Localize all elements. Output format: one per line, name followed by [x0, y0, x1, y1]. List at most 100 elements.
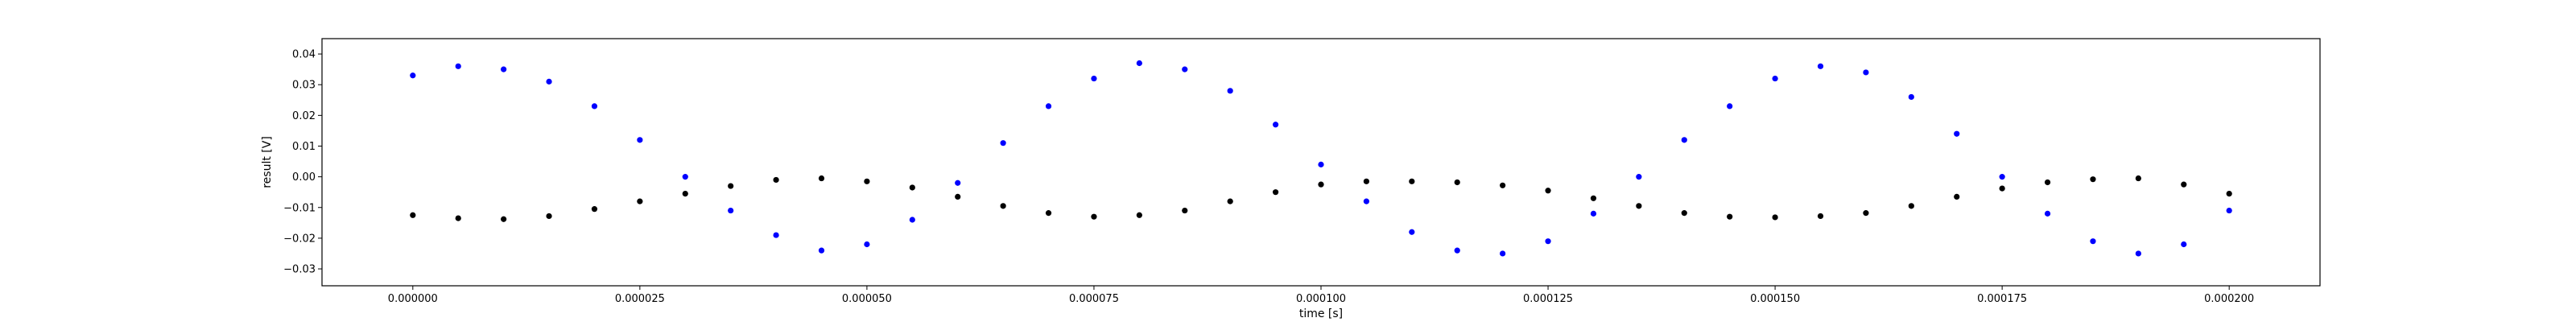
- data-point: [2044, 210, 2051, 217]
- data-point: [1908, 203, 1914, 209]
- data-point: [1500, 250, 1506, 257]
- data-point: [591, 103, 598, 109]
- series-1: [410, 60, 2232, 257]
- data-point: [1590, 195, 1597, 201]
- data-point: [1045, 103, 1052, 109]
- data-point: [818, 247, 825, 254]
- data-point: [1863, 69, 1869, 76]
- data-point: [1545, 238, 1551, 245]
- data-point: [909, 217, 915, 223]
- series-2: [410, 175, 2232, 222]
- x-tick-label: 0.000200: [2204, 293, 2254, 305]
- data-point: [1999, 174, 2005, 180]
- data-point: [1318, 181, 1324, 188]
- data-point: [773, 176, 779, 184]
- y-tick-label: 0.03: [292, 80, 316, 92]
- data-point: [2226, 207, 2232, 214]
- data-point: [773, 232, 779, 238]
- data-point: [1727, 103, 1733, 109]
- x-tick-label: 0.000000: [388, 293, 438, 305]
- data-point: [637, 137, 643, 143]
- data-point: [1000, 203, 1006, 209]
- data-point: [591, 206, 598, 213]
- data-point: [1136, 212, 1142, 218]
- x-tick-label: 0.000075: [1069, 293, 1119, 305]
- data-point: [1091, 75, 1097, 82]
- y-tick-label: 0.04: [292, 49, 316, 61]
- data-point: [818, 175, 825, 182]
- data-point: [1318, 161, 1324, 167]
- data-point: [1863, 210, 1869, 217]
- x-tick-label: 0.000175: [1977, 293, 2027, 305]
- x-axis: 0.000000 0.000025 0.000050 0.000075 0.000100…: [388, 286, 2254, 305]
- data-point: [1636, 203, 1642, 209]
- y-tick-label: 0.01: [292, 141, 316, 153]
- data-point: [1454, 247, 1460, 254]
- data-point: [1590, 210, 1597, 217]
- data-point: [1182, 207, 1188, 214]
- data-point: [455, 215, 461, 221]
- data-point: [1045, 210, 1052, 217]
- data-point: [546, 78, 552, 85]
- data-point: [955, 193, 961, 200]
- data-point: [410, 72, 416, 79]
- data-point: [1817, 213, 1824, 220]
- data-point: [909, 184, 915, 191]
- data-point: [2090, 238, 2096, 245]
- x-tick-label: 0.000150: [1750, 293, 1800, 305]
- x-tick-label: 0.000050: [842, 293, 892, 305]
- data-point: [1454, 179, 1460, 186]
- y-axis-label: result [V]: [261, 136, 274, 188]
- data-point: [1363, 198, 1370, 204]
- data-point: [1772, 214, 1778, 221]
- x-axis-label: time [s]: [1299, 308, 1343, 320]
- data-point: [1000, 140, 1006, 147]
- x-tick-label: 0.000025: [615, 293, 665, 305]
- data-point: [1409, 229, 1415, 235]
- data-point: [2135, 175, 2141, 182]
- data-point: [1500, 182, 1506, 188]
- plot-area: [321, 38, 2321, 287]
- data-point: [2181, 241, 2187, 248]
- data-point: [728, 183, 734, 189]
- data-point: [2181, 181, 2187, 188]
- series-layer: [410, 60, 2232, 257]
- y-tick-label: −0.03: [283, 264, 316, 276]
- data-point: [637, 198, 643, 204]
- data-point: [864, 241, 870, 248]
- data-point: [1681, 210, 1687, 217]
- data-point: [682, 190, 688, 197]
- data-point: [2226, 190, 2232, 197]
- y-tick-label: −0.02: [283, 233, 316, 245]
- data-point: [1954, 193, 1960, 200]
- data-point: [501, 66, 507, 72]
- data-point: [2090, 176, 2096, 183]
- data-point: [728, 207, 734, 214]
- x-tick-label: 0.000100: [1296, 293, 1346, 305]
- data-point: [1363, 178, 1370, 184]
- data-point: [1545, 188, 1551, 194]
- data-point: [1681, 137, 1687, 143]
- data-point: [1727, 213, 1733, 220]
- y-tick-label: −0.01: [283, 202, 316, 214]
- data-point: [455, 63, 461, 69]
- data-point: [2135, 250, 2141, 257]
- y-axis: −0.03 −0.02 −0.01 0.00 0.01 0.02 0.03 0.04: [283, 49, 322, 276]
- data-point: [955, 180, 961, 186]
- data-point: [1999, 185, 2005, 192]
- data-point: [1908, 93, 1914, 101]
- data-point: [1091, 213, 1097, 220]
- data-point: [1182, 66, 1188, 72]
- data-point: [1636, 174, 1642, 180]
- data-point: [546, 213, 552, 220]
- data-point: [1409, 178, 1415, 184]
- data-point: [864, 178, 870, 184]
- data-point: [1817, 63, 1824, 69]
- data-point: [1772, 75, 1778, 82]
- y-tick-label: 0.02: [292, 110, 316, 122]
- x-tick-label: 0.000125: [1523, 293, 1573, 305]
- data-point: [410, 212, 416, 218]
- data-point: [1227, 88, 1233, 94]
- data-point: [682, 174, 688, 180]
